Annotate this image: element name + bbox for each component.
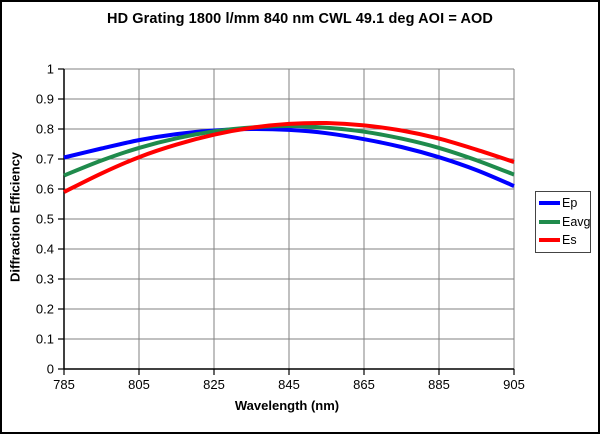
series-curves <box>63 120 515 194</box>
chart-title: HD Grating 1800 l/mm 840 nm CWL 49.1 deg… <box>107 11 493 27</box>
legend-line-swatch-es <box>539 238 560 243</box>
legend-item-ep: Ep <box>539 197 587 210</box>
x-tick-label: 825 <box>203 377 225 392</box>
x-tick-label: 805 <box>128 377 150 392</box>
y-tick-label: 0.8 <box>36 122 54 137</box>
series-line-ep <box>63 126 515 188</box>
legend: Ep Eavg Es <box>535 191 591 253</box>
y-tick-label: 0.9 <box>36 92 54 107</box>
y-tick-label: 0.7 <box>36 152 54 167</box>
legend-label-eavg: Eavg <box>562 214 591 229</box>
legend-item-es: Es <box>539 234 587 247</box>
legend-line-swatch-eavg <box>539 219 560 224</box>
x-tick-label: 885 <box>428 377 450 392</box>
y-tick-label: 0.6 <box>36 182 54 197</box>
legend-label-es: Es <box>562 233 577 247</box>
y-tick-label: 0 <box>47 362 54 377</box>
y-tick-label: 1 <box>47 62 54 77</box>
x-tick-label: 905 <box>503 377 525 392</box>
series-line-es <box>63 120 515 194</box>
tick-labels: 785 805 825 845 865 885 905 0 0.1 0.2 0.3 0.4 0.5 0.6… <box>36 62 525 393</box>
y-tick-label: 0.2 <box>36 302 54 317</box>
y-axis-title: Diffraction Efficiency <box>7 151 23 283</box>
x-tick-label: 785 <box>53 377 75 392</box>
y-tick-label: 0.3 <box>36 272 54 287</box>
axes <box>58 68 515 375</box>
legend-label-ep: Ep <box>562 196 578 210</box>
y-tick-label: 0.5 <box>36 212 54 227</box>
y-tick-label: 0.4 <box>36 242 54 257</box>
x-tick-label: 845 <box>278 377 300 392</box>
x-axis-title: Wavelength (nm) <box>234 398 340 413</box>
legend-line-swatch-ep <box>539 201 560 206</box>
x-tick-label: 865 <box>353 377 375 392</box>
series-line-eavg <box>63 123 515 178</box>
legend-item-eavg: Eavg <box>539 215 591 229</box>
gridlines <box>63 68 515 370</box>
y-tick-label: 0.1 <box>36 332 54 347</box>
